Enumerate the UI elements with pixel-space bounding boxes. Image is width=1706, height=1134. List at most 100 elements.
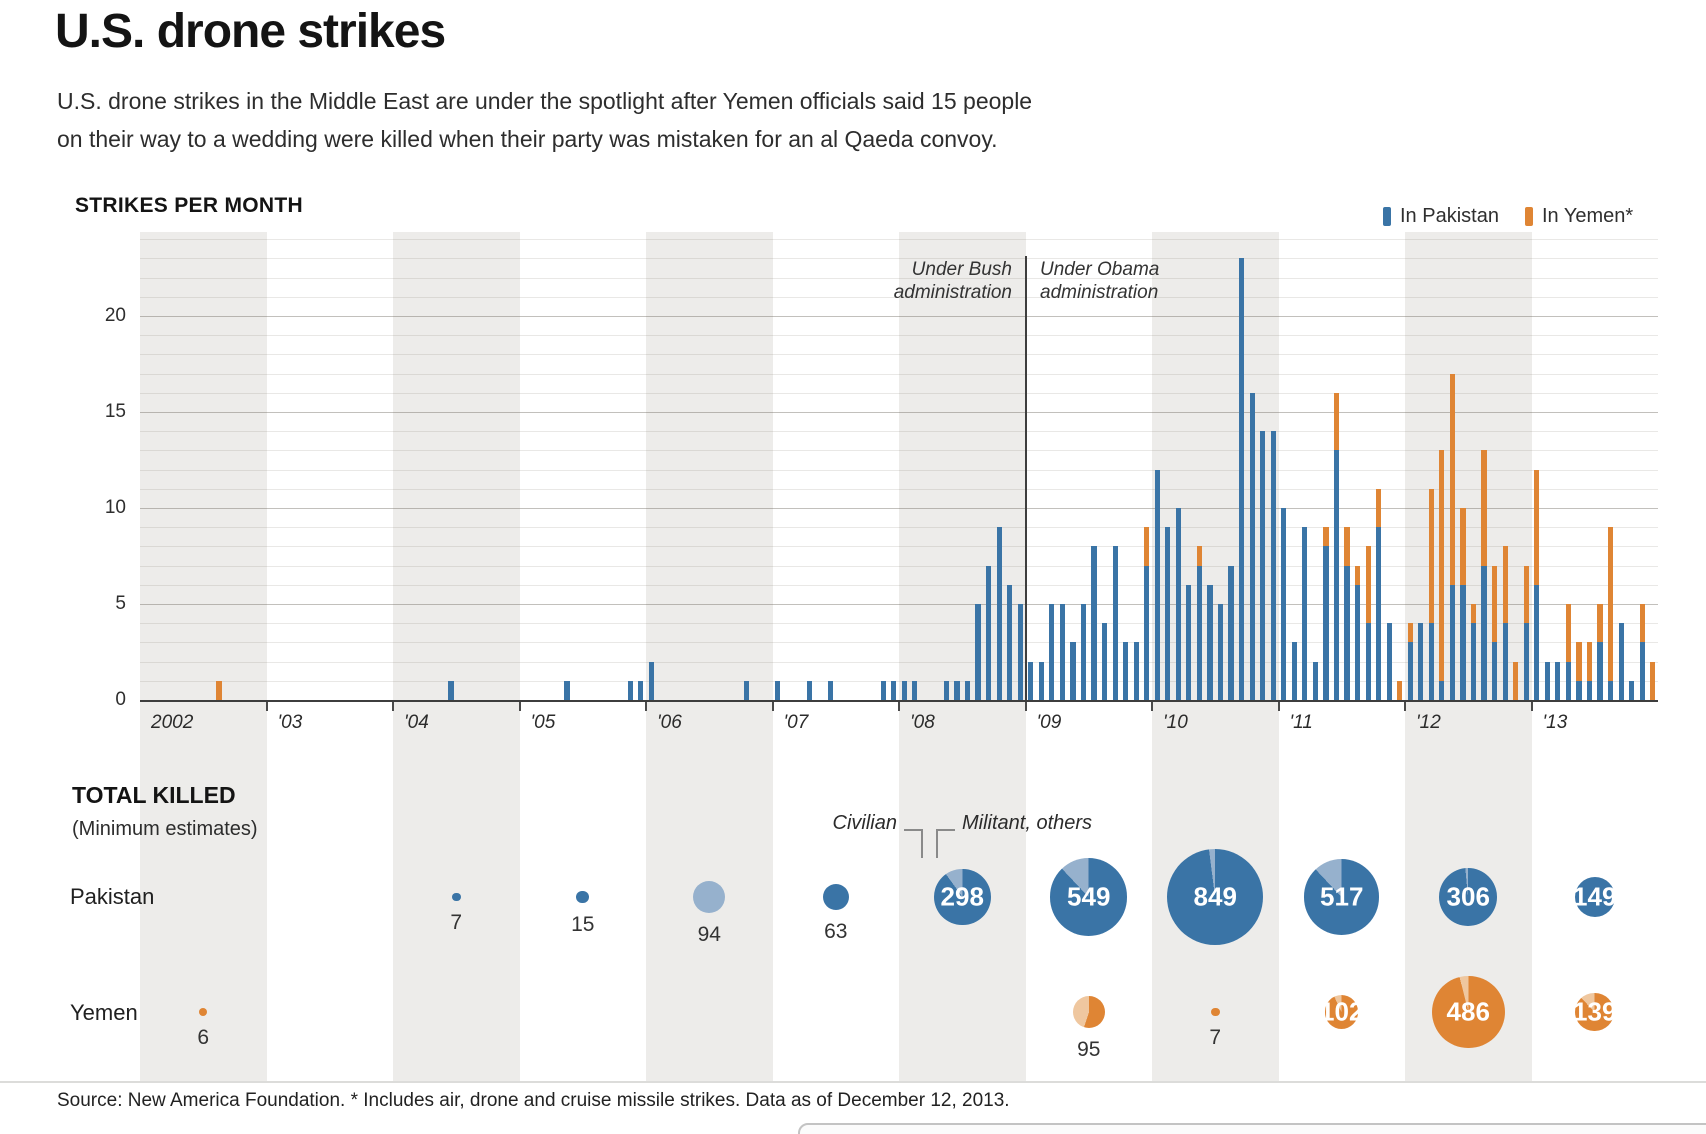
gridline-minor [140,335,1658,337]
strike-bar-yemen [1460,508,1466,585]
year-band [646,232,773,1082]
row-label-yemen: Yemen [70,1000,138,1025]
strike-bar-pakistan [648,661,654,700]
gridline-major [140,508,1658,509]
x-axis-tick [1024,700,1027,711]
killed-bubble-pakistan-2013 [1574,876,1615,918]
strike-bar-pakistan [1502,623,1508,700]
strike-bar-pakistan [901,680,907,700]
killed-count: 15 [571,913,595,937]
strike-bar-yemen [1344,527,1350,566]
legend-item-yemen: In Yemen* [1525,205,1633,228]
year-band [140,232,267,1082]
strike-bar-pakistan [1249,392,1255,700]
strike-bar-pakistan [1123,642,1129,700]
bush-annotation: Under Bush administration [893,259,1012,303]
strike-bar-pakistan [1049,604,1055,700]
killed-count: 7 [1209,1026,1222,1050]
strike-bar-pakistan [1333,450,1340,700]
strike-bar-yemen [1354,565,1361,585]
strike-bar-pakistan [880,680,886,700]
strike-bar-pakistan [1597,642,1603,700]
strike-bar-pakistan [1059,604,1065,700]
gridline-minor [140,642,1658,644]
strike-bar-pakistan [1007,584,1013,700]
strike-bar-pakistan [1470,623,1477,700]
strike-bar-yemen [1565,604,1571,662]
strike-bar-yemen [1492,565,1498,643]
killed-bubble-yemen-2009 [1072,995,1105,1029]
strike-bar-pakistan [1418,623,1424,700]
administration-divider-line [1025,256,1027,700]
year-band [393,232,520,1082]
legend-label-pakistan: In Pakistan [1400,205,1499,227]
strike-bar-pakistan [827,680,834,700]
strike-bar-pakistan [1576,680,1582,700]
strike-bar-pakistan [1428,623,1434,700]
strike-bar-pakistan [986,565,992,700]
strike-bar-yemen [1397,680,1403,700]
strike-bar-pakistan [1618,623,1624,700]
strike-bar-pakistan [1449,584,1456,700]
gridline-minor [140,239,1658,241]
strike-bar-pakistan [912,680,918,700]
strike-bar-pakistan [1144,565,1150,700]
strike-bar-pakistan [1407,642,1413,700]
horizontal-scrollbar[interactable] [798,1123,1706,1134]
obama-annotation: Under Obama administration [1040,259,1160,303]
yemen-legend-swatch-icon [1525,207,1533,226]
x-axis-tick [265,700,268,711]
y-axis-label: 15 [104,401,126,422]
x-axis-label: '10 [1163,712,1188,733]
x-axis-tick [392,700,394,711]
strike-bar-pakistan [1186,584,1192,700]
strike-bar-pakistan [1028,661,1034,700]
x-axis-label: '06 [657,712,682,733]
strike-bar-pakistan [806,680,812,700]
strike-bar-yemen [1407,623,1413,643]
gridline-minor [140,527,1658,529]
pakistan-legend-swatch-icon [1383,207,1391,226]
strike-bar-pakistan [743,680,749,700]
gridline-minor [140,450,1658,452]
killed-bubble-yemen-2012 [1431,975,1505,1049]
strike-bar-yemen [1639,604,1645,643]
strike-bar-pakistan [1070,642,1076,700]
strike-bar-yemen [1607,527,1614,681]
strike-bar-pakistan [996,527,1002,700]
year-band [899,232,1026,1082]
gridline-minor [140,469,1658,471]
gridline-major [140,316,1658,317]
gridline-minor [140,546,1658,548]
gridline-minor [140,392,1658,394]
strike-bar-yemen [1513,661,1519,700]
x-axis-label: '12 [1416,712,1441,733]
x-axis-tick [1151,700,1153,711]
strike-bar-yemen [1196,546,1203,566]
killed-count: 849 [1193,881,1237,912]
killed-count: 94 [697,922,721,946]
strike-bar-pakistan [954,680,960,700]
killed-section-heading: TOTAL KILLED [72,782,236,808]
footer-divider [0,1081,1706,1083]
strike-bar-pakistan [1260,431,1266,700]
strike-bar-pakistan [1080,604,1087,700]
gridline-minor [140,661,1658,663]
killed-count: 102 [1320,996,1364,1027]
strike-bar-pakistan [1586,680,1593,700]
strike-bar-yemen [1481,450,1487,566]
gridline-minor [140,277,1658,279]
strike-bar-yemen [1376,488,1382,528]
strike-bar-yemen [1650,661,1656,700]
strike-bar-pakistan [1281,508,1287,700]
strike-bar-pakistan [1555,661,1561,700]
strikes-section-heading: STRIKES PER MONTH [75,194,303,217]
killed-count: 95 [1077,1038,1101,1062]
strike-bar-pakistan [1038,661,1044,700]
strike-bar-yemen [1439,450,1445,681]
strike-bar-pakistan [1207,584,1213,700]
legend-label-yemen: In Yemen* [1542,205,1634,227]
killed-bubble-pakistan-2009 [1050,858,1128,936]
gridline-minor [140,431,1658,433]
x-axis-tick [518,700,521,711]
